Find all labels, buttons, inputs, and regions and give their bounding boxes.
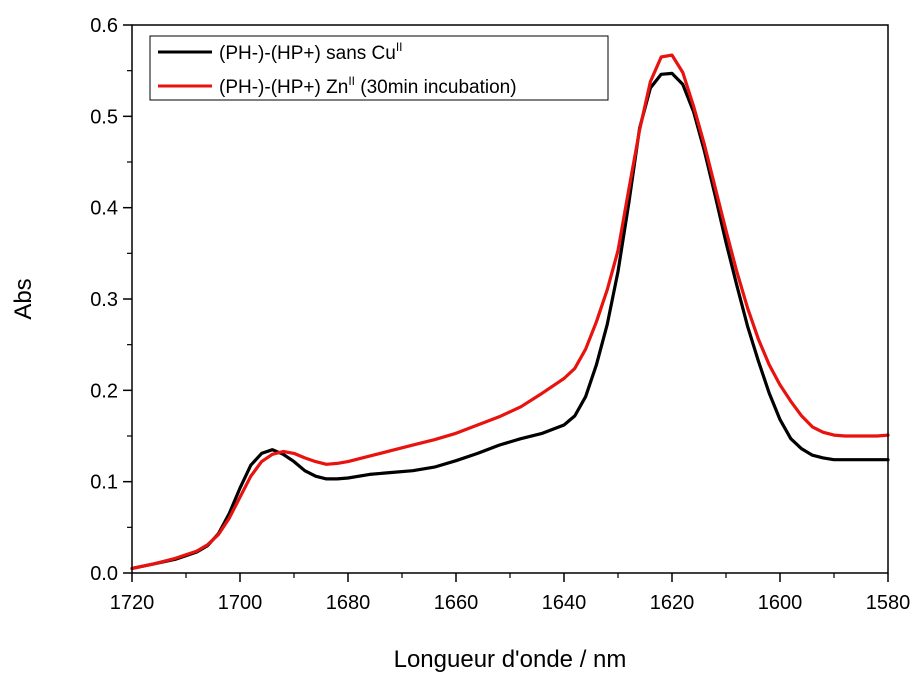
legend-entry-2-superscript: II <box>348 74 355 88</box>
series-layer <box>130 53 890 571</box>
legend-entry-1-superscript: II <box>396 40 403 54</box>
gridlines-layer: 1720 1700 1680 1660 1640 1620 1600 1580 0.0 0.1 0.… <box>90 15 910 614</box>
x-tick-label: 1660 <box>434 592 479 614</box>
x-axis-title: Longueur d'onde / nm <box>394 646 627 673</box>
legend-entry-2: (PH-)-(HP+) ZnII (30min incubation) <box>219 74 517 98</box>
legend-entry-1: (PH-)-(HP+) sans CuII <box>219 40 403 64</box>
legend: (PH-)-(HP+) sans CuII (PH-)-(HP+) ZnII (… <box>149 35 609 101</box>
series-line-2 <box>130 53 890 571</box>
x-tick-label: 1700 <box>218 592 263 614</box>
y-tick-label: 0.3 <box>90 289 118 311</box>
y-tick-label: 0.5 <box>90 106 118 128</box>
series-line-1 <box>130 71 890 571</box>
y-tick-label: 0.4 <box>90 198 118 220</box>
y-tick-label: 0.2 <box>90 380 118 402</box>
y-tick-label: 0.0 <box>90 563 118 585</box>
legend-entry-2-suffix: (30min incubation) <box>355 77 517 98</box>
y-axis-title: Abs <box>10 278 37 319</box>
plot-frame <box>131 24 889 574</box>
legend-entry-1-name: (PH-)-(HP+) sans Cu <box>219 43 396 64</box>
x-tick-label: 1620 <box>650 592 695 614</box>
legend-box <box>149 35 609 101</box>
x-tick-label: 1720 <box>110 592 155 614</box>
y-tick-label: 0.1 <box>90 472 118 494</box>
x-tick-label: 1640 <box>542 592 587 614</box>
x-tick-label: 1680 <box>326 592 371 614</box>
x-tick-label: 1600 <box>758 592 803 614</box>
legend-entry-2-name: (PH-)-(HP+) Zn <box>219 77 348 98</box>
x-tick-label: 1580 <box>866 592 911 614</box>
y-tick-label: 0.6 <box>90 15 118 37</box>
